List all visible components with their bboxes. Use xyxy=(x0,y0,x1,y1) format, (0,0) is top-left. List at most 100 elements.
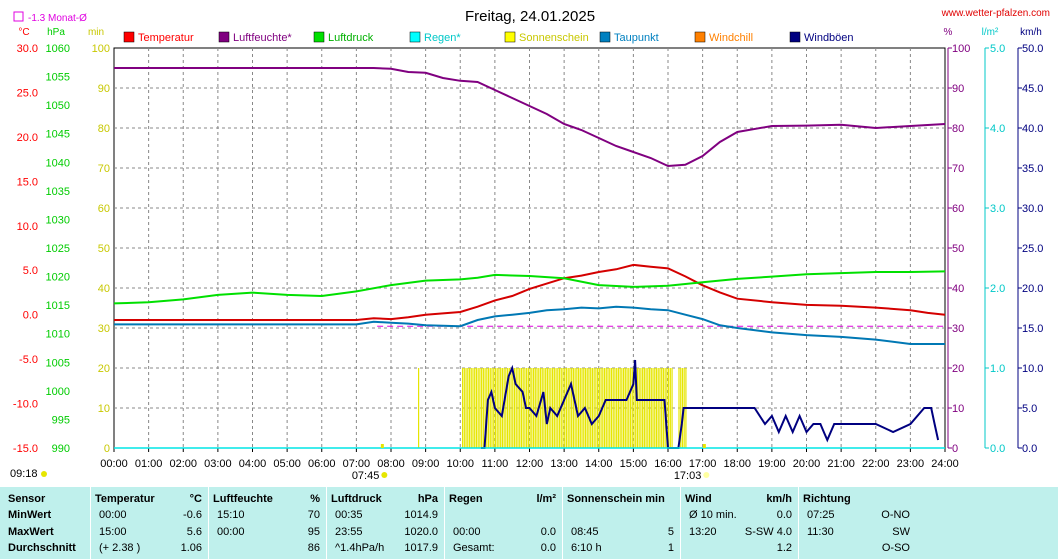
stats-cell-value: -0.6 xyxy=(183,509,202,521)
sunshine-bar xyxy=(517,368,519,448)
sunshine-bar xyxy=(678,368,680,448)
sunshine-bar xyxy=(577,368,580,448)
legend-swatch xyxy=(599,31,611,43)
stats-cell-value: 70 xyxy=(307,509,320,521)
sunshine-bar xyxy=(500,368,502,448)
x-tick-label: 10:00 xyxy=(446,458,474,470)
sunshine-bar xyxy=(650,368,652,448)
temp-axis-tick-label: -15.0 xyxy=(13,443,38,455)
stats-cell-value: O-NO xyxy=(881,509,910,521)
legend-swatch xyxy=(409,31,421,43)
sunshine-bar xyxy=(628,368,630,448)
wind-axis-tick-label: 45.0 xyxy=(1022,83,1043,95)
x-axis-ticks: 00:00 01:00 02:00 03:00 04:00 05:00 06:00 07:00… xyxy=(10,458,959,482)
sunshine-bar xyxy=(640,368,642,448)
stats-cell-value: SW xyxy=(892,526,910,538)
stats-cell-time: 08:45 xyxy=(571,526,599,538)
sunshine-bar xyxy=(496,368,498,448)
stats-cell-time: 00:00 xyxy=(99,509,127,521)
temp-axis-unit: °C xyxy=(18,27,29,38)
x-tick-label: 18:00 xyxy=(723,458,751,470)
stats-cell-time: 00:00 xyxy=(453,526,481,538)
sunshine-bar xyxy=(520,368,523,448)
wind-axis-tick-label: 40.0 xyxy=(1022,123,1043,135)
humidity-axis-tick-label: 100 xyxy=(952,43,970,55)
humidity-axis-tick-label: 80 xyxy=(952,123,964,135)
weather-chart: Freitag, 24.01.2025 www.wetter-pfalzen.c… xyxy=(10,8,1050,482)
chart-series xyxy=(113,67,946,449)
stats-cell-time: 11:30 xyxy=(807,526,834,538)
stats-column: Luftfeuchte% 15:10 70 00:00 95 86 xyxy=(208,487,326,559)
legend-swatch xyxy=(694,31,706,43)
sunshine-bar xyxy=(662,368,665,448)
chart-legend: Temperatur Luftfeuchte* Luftdruck Regen* Son… xyxy=(123,31,854,44)
pressure-axis-tick-label: 1050 xyxy=(46,100,70,112)
stats-cell-time: 00:00 xyxy=(217,526,245,538)
x-tick-label: 15:00 xyxy=(620,458,648,470)
stats-column: Sonnenschein min 08:45 5 6:10 h 1 xyxy=(562,487,680,559)
sunshine-bar xyxy=(467,368,469,448)
sun-axis-tick-label: 80 xyxy=(98,123,110,135)
stats-column-header: Wind xyxy=(685,493,712,505)
sunshine-bar xyxy=(564,368,566,448)
sunshine-bar xyxy=(553,368,555,448)
sunshine-bar xyxy=(531,368,533,448)
pressure-axis-tick-label: 1035 xyxy=(46,186,70,198)
pressure-axis-tick-label: 1015 xyxy=(46,300,70,312)
x-tick-label: 17:00 xyxy=(689,458,717,470)
sunshine-bar xyxy=(622,368,625,448)
legend-label: Luftfeuchte* xyxy=(233,32,292,44)
row-label-min: MinWert xyxy=(8,509,52,521)
sunshine-bar xyxy=(619,368,621,448)
stats-cell-time: 07:25 xyxy=(807,509,835,521)
sun-axis-tick-label: 100 xyxy=(92,43,110,55)
wind-axis-tick-label: 20.0 xyxy=(1022,283,1043,295)
legend-swatch xyxy=(313,31,325,43)
sunshine-bar xyxy=(463,368,465,448)
x-tick-label: 09:00 xyxy=(412,458,440,470)
sunshine-bar xyxy=(543,368,545,448)
x-tick-label: 14:00 xyxy=(585,458,613,470)
stats-column-header: Temperatur xyxy=(95,493,155,505)
pressure-axis-tick-label: 1020 xyxy=(46,272,70,284)
x-tick-label: 16:00 xyxy=(654,458,682,470)
sunshine-bar xyxy=(555,368,557,448)
sunshine-bar xyxy=(513,368,516,448)
pressure-axis-tick-label: 995 xyxy=(52,414,70,426)
sunshine-bar xyxy=(612,368,614,448)
rain-axis-tick-label: 3.0 xyxy=(990,203,1005,215)
stats-column: Wind km/h Ø 10 min. 0.0 13:20 S-SW 4.0 1.2 xyxy=(680,487,798,559)
stats-column-header: Luftfeuchte xyxy=(213,493,273,505)
humidity-axis-tick-label: 60 xyxy=(952,203,964,215)
sunshine-bar xyxy=(586,368,588,448)
series-line-taupunkt xyxy=(114,305,945,345)
legend-swatch xyxy=(123,31,135,43)
x-tick-label: 03:00 xyxy=(204,458,232,470)
legend-label: Windchill xyxy=(709,32,753,44)
sunshine-bar xyxy=(477,368,479,448)
sunshine-bar xyxy=(574,368,576,448)
chart-title: Freitag, 24.01.2025 xyxy=(465,8,595,25)
sunshine-bar xyxy=(669,368,671,448)
stats-column-header: Regen xyxy=(449,493,483,505)
chart-grid xyxy=(113,47,946,452)
site-link[interactable]: www.wetter-pfalzen.com xyxy=(941,8,1050,19)
sunshine-bar xyxy=(461,368,464,448)
x-tick-label: 04:00 xyxy=(239,458,267,470)
sunshine-bar xyxy=(629,368,632,448)
sun-axis-tick-label: 20 xyxy=(98,363,110,375)
stats-cell-value: 1.2 xyxy=(776,542,792,554)
x-tick-label: 01:00 xyxy=(135,458,163,470)
pressure-axis-tick-label: 1030 xyxy=(46,214,70,226)
wind-axis-unit: km/h xyxy=(1020,27,1042,38)
sunshine-bar xyxy=(548,368,550,448)
sun-axis-unit: min xyxy=(88,27,104,38)
sunshine-bar xyxy=(491,368,493,448)
sunshine-bar xyxy=(631,368,633,448)
sunshine-bar xyxy=(635,368,637,448)
sunshine-bar xyxy=(657,368,659,448)
stats-cell-value: 1 xyxy=(667,542,674,554)
stats-cell-time: (+ 2.38 ) xyxy=(99,542,141,554)
sunshine-bar xyxy=(470,368,472,448)
sunshine-bar xyxy=(474,368,476,448)
